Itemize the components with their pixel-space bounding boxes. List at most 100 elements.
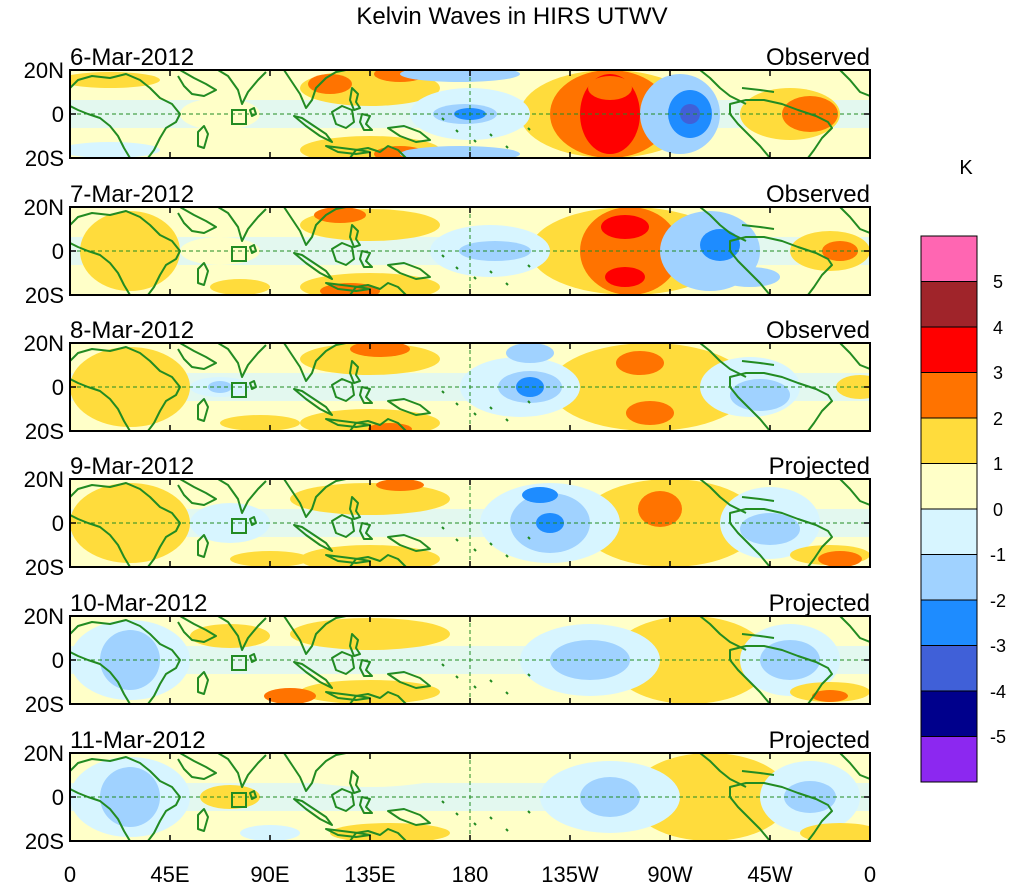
- anomaly-contour: [70, 142, 160, 158]
- anomaly-contour: [506, 343, 554, 363]
- panel-field: [70, 479, 870, 567]
- reference-box: [231, 518, 247, 534]
- lat-label: 20S: [25, 692, 64, 717]
- colorbar-label: -4: [990, 682, 1006, 702]
- figure-title: Kelvin Waves in HIRS UTWV: [356, 3, 667, 30]
- lon-label: 135E: [344, 862, 395, 887]
- panel: 11-Mar-2012 Projected 20N 0 20S: [24, 727, 871, 854]
- anomaly-contour: [264, 688, 316, 704]
- lon-label: 90W: [647, 862, 692, 887]
- colorbar-label: 0: [993, 500, 1003, 520]
- reference-box: [231, 246, 247, 262]
- lon-label: 180: [452, 862, 489, 887]
- reference-box: [231, 655, 247, 671]
- panel-field: [70, 207, 870, 295]
- panel-date: 7-Mar-2012: [70, 181, 194, 208]
- colorbar-boxes: [920, 235, 978, 783]
- anomaly-contour: [400, 70, 520, 82]
- anomaly-contour: [372, 555, 428, 567]
- lat-label: 0: [52, 648, 64, 673]
- longitude-axis: 0 45E 90E 135E 180 135W 90W 45W 0: [64, 862, 876, 887]
- anomaly-contour: [760, 640, 820, 680]
- lat-label: 0: [52, 785, 64, 810]
- panel-date: 11-Mar-2012: [70, 727, 206, 754]
- panel-status: Projected: [769, 727, 870, 754]
- colorbar-label: 3: [993, 363, 1003, 383]
- colorbar-swatch: [920, 599, 978, 646]
- colorbar-label: 2: [993, 409, 1003, 429]
- lat-label: 20N: [24, 604, 64, 629]
- panel-field: [70, 70, 870, 158]
- lon-label: 45W: [747, 862, 792, 887]
- anomaly-contour: [522, 487, 558, 503]
- anomaly-contour: [376, 479, 424, 491]
- panel: 7-Mar-2012 Observed 20N 0 20S: [24, 181, 871, 308]
- reference-box: [231, 792, 247, 808]
- colorbar-label: -1: [990, 545, 1006, 565]
- colorbar-swatch: [920, 554, 978, 601]
- anomaly-contour: [459, 241, 531, 261]
- anomaly-contour: [601, 215, 649, 239]
- anomaly-contour: [230, 551, 310, 567]
- anomaly-contour: [605, 267, 645, 287]
- lat-label: 20S: [25, 555, 64, 580]
- colorbar-swatch: [920, 326, 978, 373]
- panel: 9-Mar-2012 Projected 20N 0 20S: [24, 453, 871, 580]
- anomaly-contour: [550, 343, 750, 431]
- colorbar-swatch: [920, 372, 978, 419]
- lat-label: 20S: [25, 283, 64, 308]
- anomaly-contour: [308, 74, 352, 94]
- panel-status: Observed: [766, 44, 870, 71]
- panel: 6-Mar-2012 Observed 20N 0 20S: [24, 44, 871, 171]
- anomaly-contour: [616, 351, 664, 375]
- anomaly-contour: [220, 415, 300, 431]
- anomaly-contour: [300, 680, 440, 704]
- anomaly-contour: [290, 483, 450, 515]
- anomaly-contour: [190, 624, 270, 648]
- colorbar-label: -2: [990, 591, 1006, 611]
- anomaly-contour: [300, 409, 440, 431]
- panel-date: 10-Mar-2012: [70, 590, 207, 617]
- panel-status: Projected: [769, 590, 870, 617]
- lon-label: 0: [864, 862, 876, 887]
- anomaly-contour: [626, 401, 674, 425]
- anomaly-contour: [730, 379, 790, 411]
- panel-date: 9-Mar-2012: [70, 453, 194, 480]
- colorbar-swatch: [920, 508, 978, 555]
- anomaly-contour: [836, 375, 870, 399]
- lon-label: 45E: [150, 862, 189, 887]
- panel-field: [70, 343, 870, 431]
- lat-label: 20N: [24, 467, 64, 492]
- colorbar-label: 1: [993, 454, 1003, 474]
- lat-label: 0: [52, 102, 64, 127]
- colorbar-label: 4: [993, 318, 1003, 338]
- colorbar-swatch: [920, 690, 978, 737]
- colorbar-label: -5: [990, 727, 1006, 747]
- colorbar-swatch: [920, 417, 978, 464]
- lat-label: 0: [52, 375, 64, 400]
- colorbar-swatch: [920, 281, 978, 328]
- anomaly-contour: [350, 343, 410, 357]
- lat-label: 20S: [25, 419, 64, 444]
- lat-label: 20N: [24, 331, 64, 356]
- anomaly-contour: [818, 551, 862, 567]
- anomaly-contour: [588, 76, 632, 100]
- anomaly-contour: [740, 513, 800, 545]
- panel-date: 8-Mar-2012: [70, 317, 194, 344]
- reference-box: [231, 382, 247, 398]
- anomaly-contour: [314, 207, 366, 223]
- colorbar-swatch: [920, 736, 978, 783]
- lat-label: 0: [52, 511, 64, 536]
- colorbar-label: -3: [990, 636, 1006, 656]
- colorbar: K 5 4 3 2 1 0 -1 -2 -3 -4 -5: [920, 157, 1006, 783]
- anomaly-contour: [400, 146, 520, 158]
- anomaly-contour: [190, 503, 270, 543]
- colorbar-swatch: [920, 463, 978, 510]
- colorbar-unit: K: [959, 157, 973, 179]
- panel-status: Projected: [769, 453, 870, 480]
- colorbar-label: 5: [993, 272, 1003, 292]
- panel-status: Observed: [766, 317, 870, 344]
- anomaly-contour: [290, 618, 450, 650]
